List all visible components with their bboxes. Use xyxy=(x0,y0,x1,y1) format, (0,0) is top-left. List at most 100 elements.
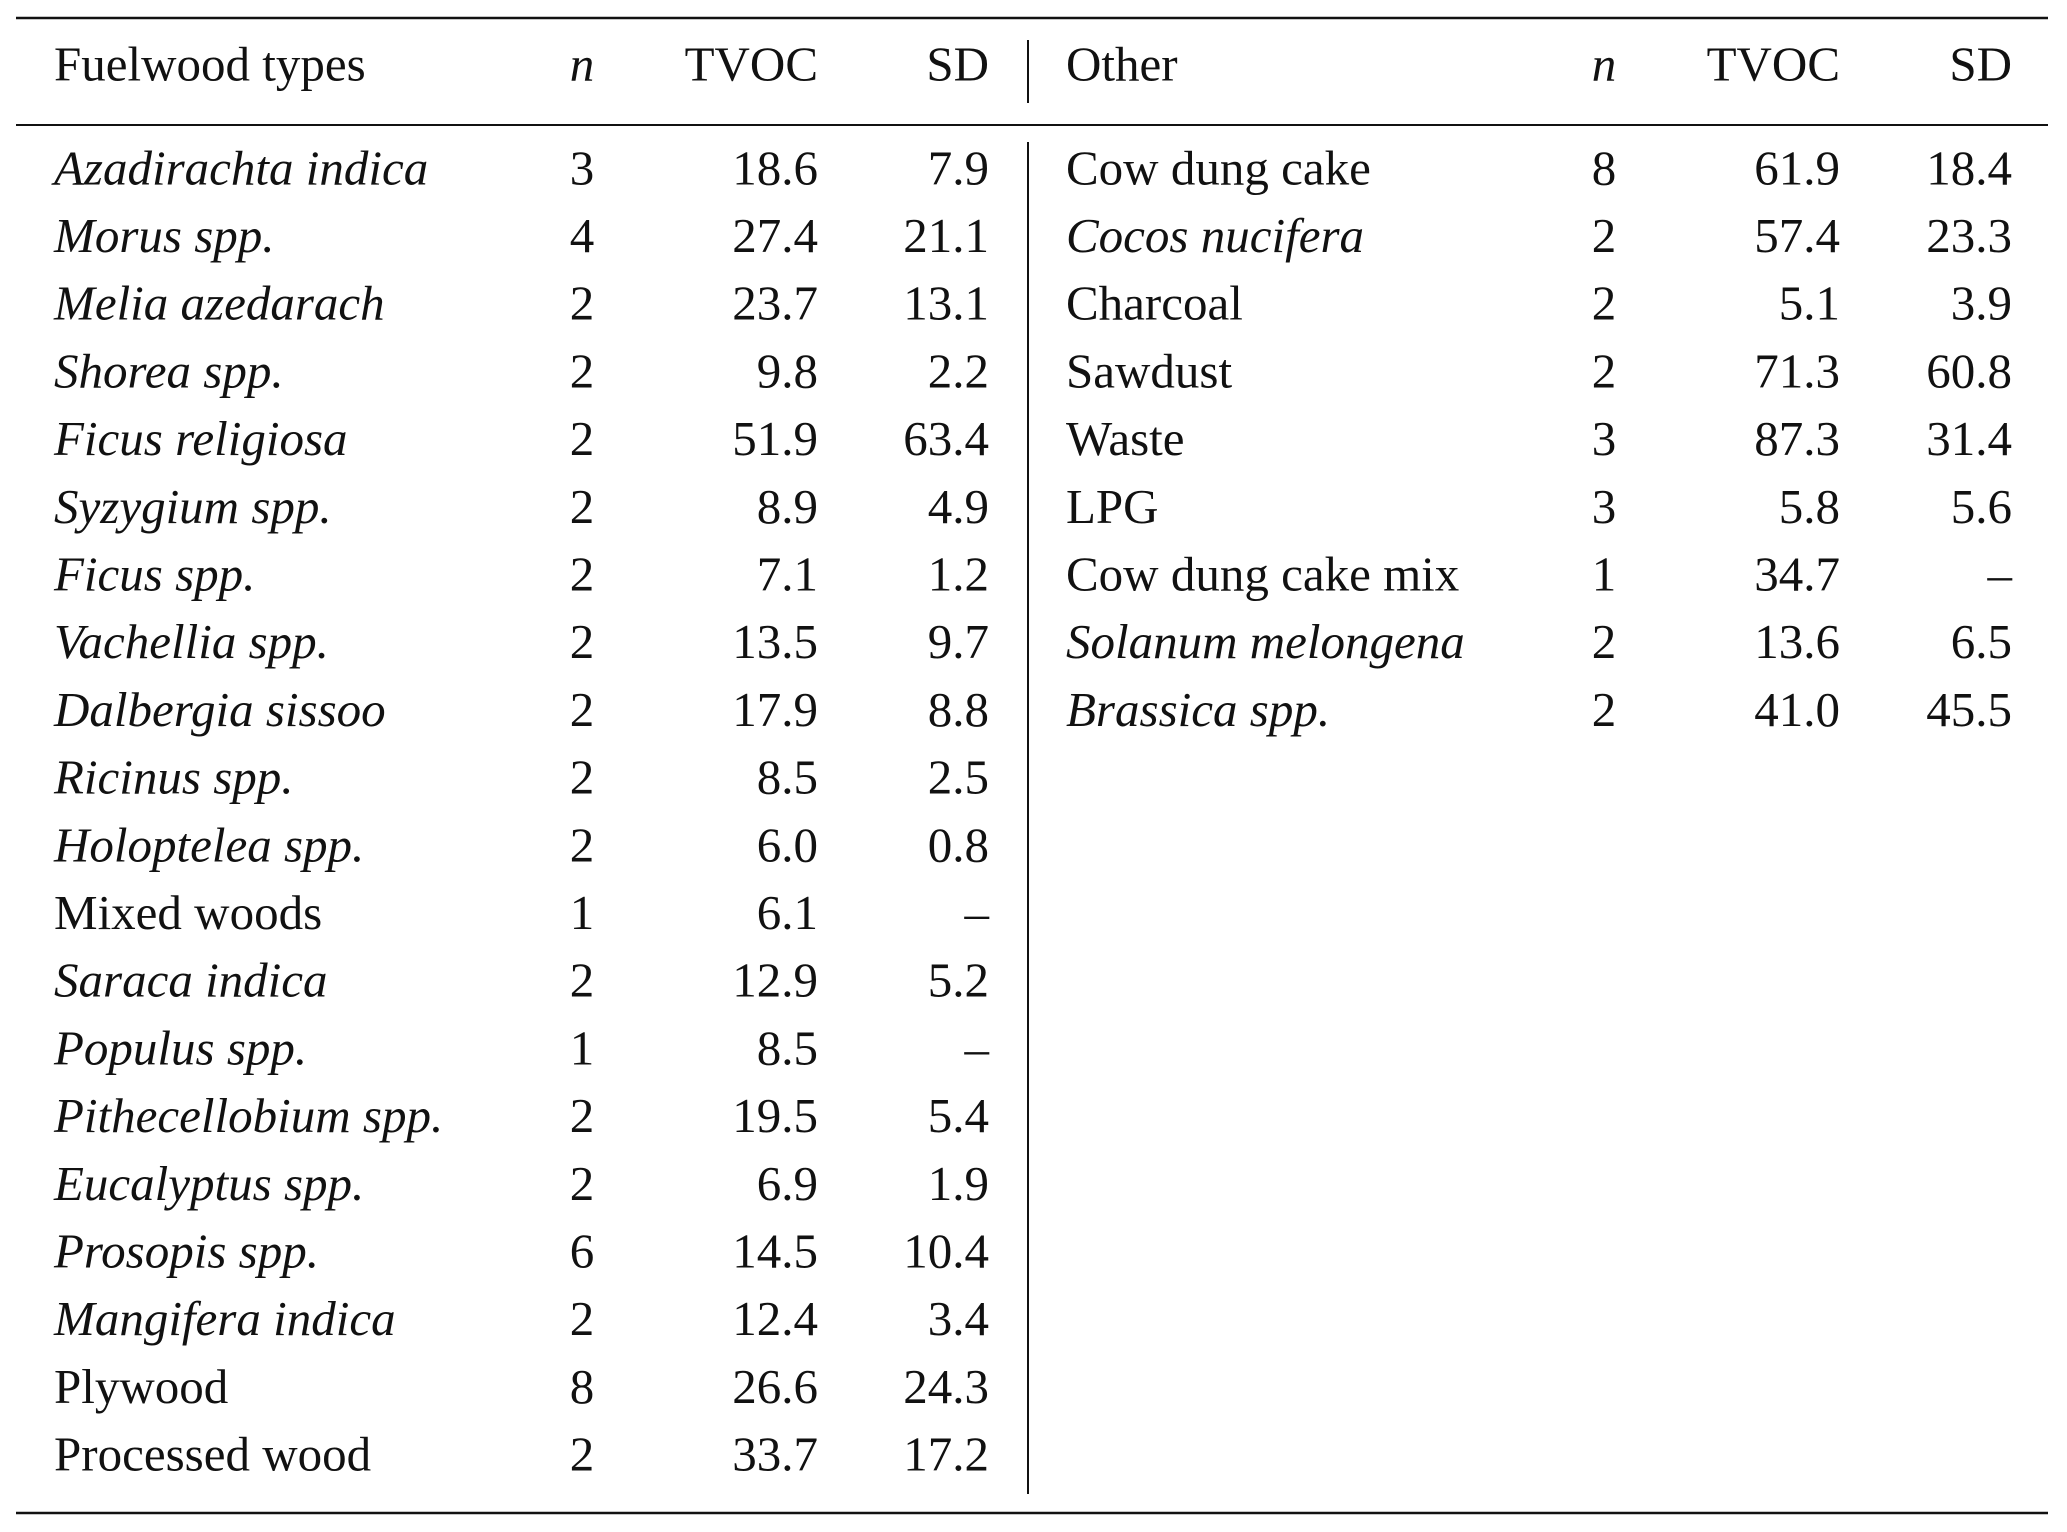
row-label: Eucalyptus spp. xyxy=(53,1156,364,1211)
cell: 14.5 xyxy=(732,1223,818,1278)
cell: 0.8 xyxy=(928,817,989,872)
cell: 3 xyxy=(1592,479,1617,534)
cell: 21.1 xyxy=(903,208,989,263)
column-header: n xyxy=(1592,36,1617,91)
cell: 18.4 xyxy=(1926,140,2012,195)
row-label: Melia azedarach xyxy=(53,276,385,331)
column-header: TVOC xyxy=(1707,36,1840,91)
cell: 1 xyxy=(1592,546,1617,601)
cell: 2 xyxy=(570,614,595,669)
cell: 8.5 xyxy=(757,750,818,805)
cell: 5.1 xyxy=(1779,276,1840,331)
row-label: LPG xyxy=(1066,479,1159,534)
cell: 34.7 xyxy=(1754,546,1840,601)
cell: 71.3 xyxy=(1754,343,1840,398)
row-label: Dalbergia sissoo xyxy=(53,682,386,737)
cell: 2.5 xyxy=(928,750,989,805)
cell: 24.3 xyxy=(903,1359,989,1414)
cell: 5.2 xyxy=(928,953,989,1008)
cell: 3 xyxy=(1592,411,1617,466)
row-label: Waste xyxy=(1066,411,1185,466)
cell: 1 xyxy=(570,1020,595,1075)
cell: 17.9 xyxy=(732,682,818,737)
row-label: Azadirachta indica xyxy=(51,140,428,195)
cell: 6 xyxy=(570,1223,595,1278)
row-label: Brassica spp. xyxy=(1066,682,1330,737)
row-label: Morus spp. xyxy=(53,208,275,263)
column-header: n xyxy=(570,36,595,91)
row-label: Ficus religiosa xyxy=(53,411,348,466)
cell: 7.9 xyxy=(928,140,989,195)
cell: 3.4 xyxy=(928,1291,989,1346)
cell: 27.4 xyxy=(732,208,818,263)
column-header: TVOC xyxy=(685,36,818,91)
cell: 33.7 xyxy=(732,1427,818,1482)
cell: 8.9 xyxy=(757,479,818,534)
cell: 2 xyxy=(570,411,595,466)
cell: 13.5 xyxy=(732,614,818,669)
row-label: Ricinus spp. xyxy=(53,750,294,805)
cell: 2 xyxy=(570,343,595,398)
cell: 19.5 xyxy=(732,1088,818,1143)
cell: 9.8 xyxy=(757,343,818,398)
cell: 6.1 xyxy=(757,885,818,940)
cell: 2 xyxy=(570,953,595,1008)
row-label: Shorea spp. xyxy=(54,343,284,398)
cell: 2 xyxy=(570,1156,595,1211)
cell: 1.9 xyxy=(928,1156,989,1211)
cell: 4.9 xyxy=(928,479,989,534)
cell: 23.3 xyxy=(1926,208,2012,263)
cell: 13.1 xyxy=(903,276,989,331)
row-label: Cocos nucifera xyxy=(1066,208,1364,263)
row-label: Cow dung cake mix xyxy=(1066,546,1459,601)
row-label: Charcoal xyxy=(1066,276,1243,331)
cell: 5.6 xyxy=(1951,479,2012,534)
cell: 6.0 xyxy=(757,817,818,872)
cell: 2 xyxy=(1592,208,1617,263)
row-label: Ficus spp. xyxy=(53,546,255,601)
cell: 41.0 xyxy=(1754,682,1840,737)
column-header: Fuelwood types xyxy=(54,36,366,91)
cell: 2 xyxy=(1592,682,1617,737)
cell: 12.4 xyxy=(732,1291,818,1346)
cell: 87.3 xyxy=(1754,411,1840,466)
cell: 2 xyxy=(570,1291,595,1346)
cell: 5.8 xyxy=(1779,479,1840,534)
row-label: Solanum melongena xyxy=(1066,614,1465,669)
cell: 63.4 xyxy=(903,411,989,466)
column-header: SD xyxy=(926,36,989,91)
cell: 51.9 xyxy=(732,411,818,466)
cell: 3.9 xyxy=(1951,276,2012,331)
cell: 12.9 xyxy=(732,953,818,1008)
cell: 1 xyxy=(570,885,595,940)
cell: 2 xyxy=(570,479,595,534)
column-header: Other xyxy=(1066,36,1178,91)
cell: 2 xyxy=(1592,614,1617,669)
cell: 8.8 xyxy=(928,682,989,737)
row-label: Populus spp. xyxy=(53,1020,307,1075)
row-label: Syzygium spp. xyxy=(54,479,332,534)
cell: 7.1 xyxy=(757,546,818,601)
cell: 23.7 xyxy=(732,276,818,331)
cell: – xyxy=(1987,546,2013,601)
cell: 8 xyxy=(1592,140,1617,195)
cell: 9.7 xyxy=(928,614,989,669)
row-label: Processed wood xyxy=(54,1427,371,1482)
cell: – xyxy=(964,1020,990,1075)
cell: 2 xyxy=(570,276,595,331)
cell: 8.5 xyxy=(757,1020,818,1075)
cell: 2 xyxy=(570,1427,595,1482)
cell: 10.4 xyxy=(903,1223,989,1278)
row-label: Mangifera indica xyxy=(53,1291,396,1346)
cell: 5.4 xyxy=(928,1088,989,1143)
cell: 2.2 xyxy=(928,343,989,398)
cell: 2 xyxy=(1592,343,1617,398)
row-label: Prosopis spp. xyxy=(53,1223,319,1278)
row-label: Saraca indica xyxy=(54,953,328,1008)
cell: 31.4 xyxy=(1926,411,2012,466)
row-label: Cow dung cake xyxy=(1066,140,1371,195)
column-header: SD xyxy=(1949,36,2012,91)
cell: 2 xyxy=(570,817,595,872)
cell: 18.6 xyxy=(732,140,818,195)
